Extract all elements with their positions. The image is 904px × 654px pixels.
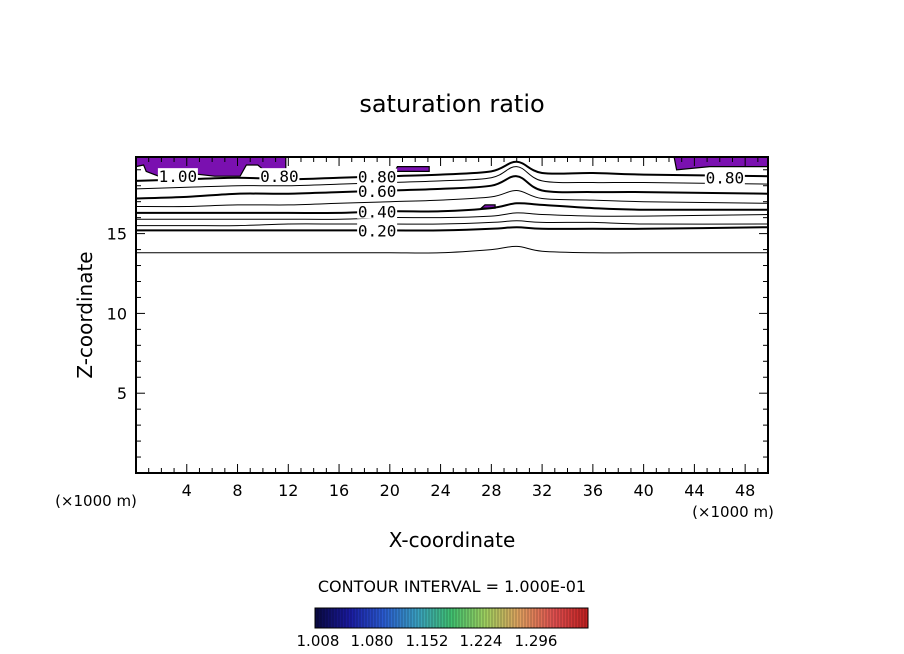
x-unit-right: (×1000 m) <box>692 503 774 521</box>
x-tick-label: 12 <box>278 481 298 500</box>
colorbar-tick-label: 1.152 <box>406 632 449 650</box>
x-tick-label: 20 <box>380 481 400 500</box>
x-tick-labels: 4 8 12 16 20 24 28 32 36 40 44 48 <box>182 481 756 500</box>
axis-ticks <box>136 157 768 473</box>
contour-label: 0.20 <box>358 221 397 240</box>
x-tick-label: 36 <box>583 481 603 500</box>
contour-label: 0.40 <box>358 203 397 222</box>
contour-label-bg <box>259 168 300 184</box>
contour-line <box>136 202 769 214</box>
colorbar-tick-label: 1.008 <box>297 632 340 650</box>
contour-label: 0.60 <box>358 182 397 201</box>
contour-line <box>135 189 769 208</box>
colorbar-tick-label: 1.224 <box>460 632 503 650</box>
x-tick-label: 4 <box>182 481 192 500</box>
contour-line <box>136 212 769 220</box>
colorbar <box>314 607 589 629</box>
x-tick-label: 8 <box>232 481 242 500</box>
contour-labels: 0.200.400.600.801.00 0.80 0.80 <box>157 167 745 240</box>
colorbar-tick-label: 1.296 <box>515 632 558 650</box>
contour-line <box>135 175 769 200</box>
y-axis-label: Z-coordinate <box>73 251 97 378</box>
y-tick-labels: 5 10 15 <box>107 225 127 404</box>
contour-label: 1.00 <box>159 167 198 186</box>
y-tick-label: 5 <box>117 384 127 403</box>
x-tick-label: 44 <box>684 481 704 500</box>
contour-label-bg <box>357 203 398 219</box>
contour-label-bg <box>704 169 745 185</box>
region-small-patch <box>393 166 430 172</box>
colorbar-fill <box>314 607 589 629</box>
x-tick-label: 32 <box>532 481 552 500</box>
x-tick-label: 40 <box>633 481 653 500</box>
contour-label: 0.80 <box>706 169 745 188</box>
contour-label-bg <box>357 182 398 198</box>
chart-title: saturation ratio <box>359 90 544 118</box>
x-tick-label: 28 <box>481 481 501 500</box>
contour-line <box>135 166 769 190</box>
x-unit-left: (×1000 m) <box>55 492 137 510</box>
colorbar-tick-labels: 1.008 1.080 1.152 1.224 1.296 <box>297 632 558 650</box>
contour-line <box>136 245 768 254</box>
plot-frame <box>135 156 769 474</box>
x-axis-label: X-coordinate <box>389 528 516 552</box>
contour-label: 0.80 <box>260 167 299 186</box>
contour-lines <box>135 160 769 254</box>
contour-interval-text: CONTOUR INTERVAL = 1.000E-01 <box>318 577 586 596</box>
contour-label: 0.80 <box>358 168 397 187</box>
contour-label-bg <box>357 168 398 184</box>
x-tick-label: 16 <box>329 481 349 500</box>
contour-label-bg <box>157 168 198 184</box>
y-tick-label: 15 <box>107 225 127 244</box>
contour-line <box>136 226 769 232</box>
contour-line <box>136 220 769 227</box>
y-tick-label: 10 <box>107 304 127 323</box>
contour-label-bg <box>357 222 398 238</box>
contour-line <box>135 160 769 182</box>
x-tick-label: 24 <box>430 481 450 500</box>
x-tick-label: 48 <box>735 481 755 500</box>
colorbar-tick-label: 1.080 <box>351 632 394 650</box>
